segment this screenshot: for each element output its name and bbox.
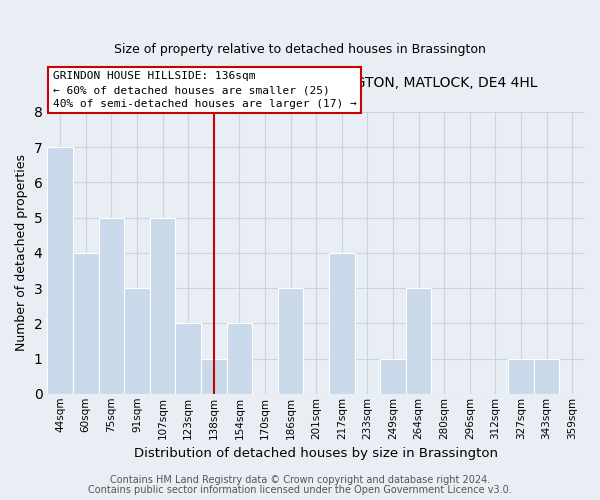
Bar: [508, 358, 534, 394]
Text: GRINDON HOUSE HILLSIDE: 136sqm
← 60% of detached houses are smaller (25)
40% of : GRINDON HOUSE HILLSIDE: 136sqm ← 60% of …: [53, 71, 356, 109]
Bar: [329, 253, 355, 394]
Bar: [124, 288, 150, 394]
Bar: [406, 288, 431, 394]
Text: Contains HM Land Registry data © Crown copyright and database right 2024.: Contains HM Land Registry data © Crown c…: [110, 475, 490, 485]
Bar: [150, 218, 175, 394]
Bar: [47, 147, 73, 394]
Bar: [201, 358, 227, 394]
Y-axis label: Number of detached properties: Number of detached properties: [15, 154, 28, 352]
Bar: [227, 324, 252, 394]
Title: GRINDON HOUSE, HILLSIDE, BRASSINGTON, MATLOCK, DE4 4HL: GRINDON HOUSE, HILLSIDE, BRASSINGTON, MA…: [95, 76, 538, 90]
Text: Contains public sector information licensed under the Open Government Licence v3: Contains public sector information licen…: [88, 485, 512, 495]
Bar: [98, 218, 124, 394]
Bar: [175, 324, 201, 394]
Bar: [73, 253, 98, 394]
Bar: [534, 358, 559, 394]
X-axis label: Distribution of detached houses by size in Brassington: Distribution of detached houses by size …: [134, 447, 498, 460]
Text: Size of property relative to detached houses in Brassington: Size of property relative to detached ho…: [114, 42, 486, 56]
Bar: [278, 288, 304, 394]
Bar: [380, 358, 406, 394]
